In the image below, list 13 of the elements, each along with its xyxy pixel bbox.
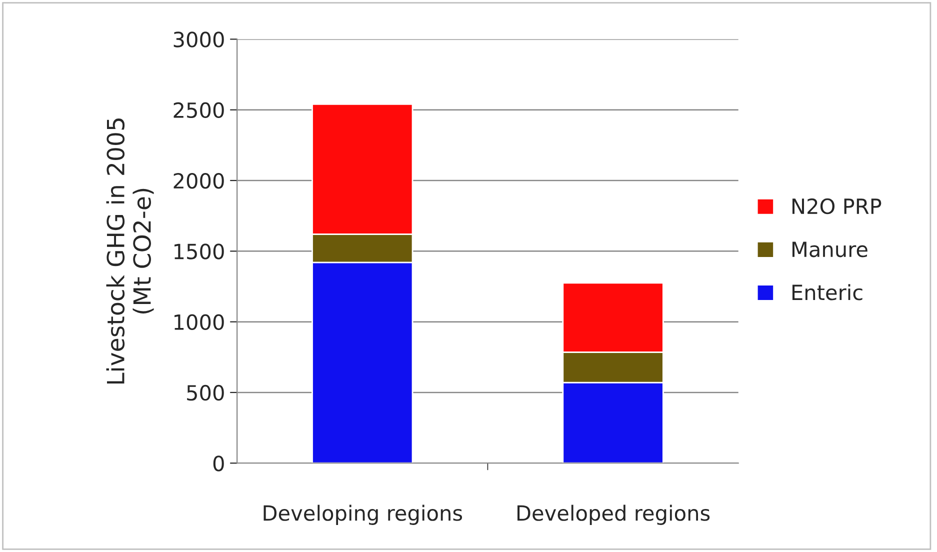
y-tick-label: 0 [213,456,224,472]
legend-label: Manure [792,242,868,258]
y-axis-title: Livestock GHG in 2005 (Mt CO2-e) [106,118,154,384]
y-tick-label: 500 [187,384,224,401]
legend-label: N2O PRP [792,198,882,214]
legend-label: Enteric [792,284,862,300]
y-tick-label: 2000 [174,172,224,189]
y-tick-label: 1000 [174,314,224,330]
x-tick-label: Developed regions [517,504,710,525]
y-tick-label: 3000 [174,32,224,48]
y-tick-label: 1500 [174,244,224,260]
x-tick-label: Developing regions [264,504,462,525]
y-tick-label: 2500 [174,102,224,118]
